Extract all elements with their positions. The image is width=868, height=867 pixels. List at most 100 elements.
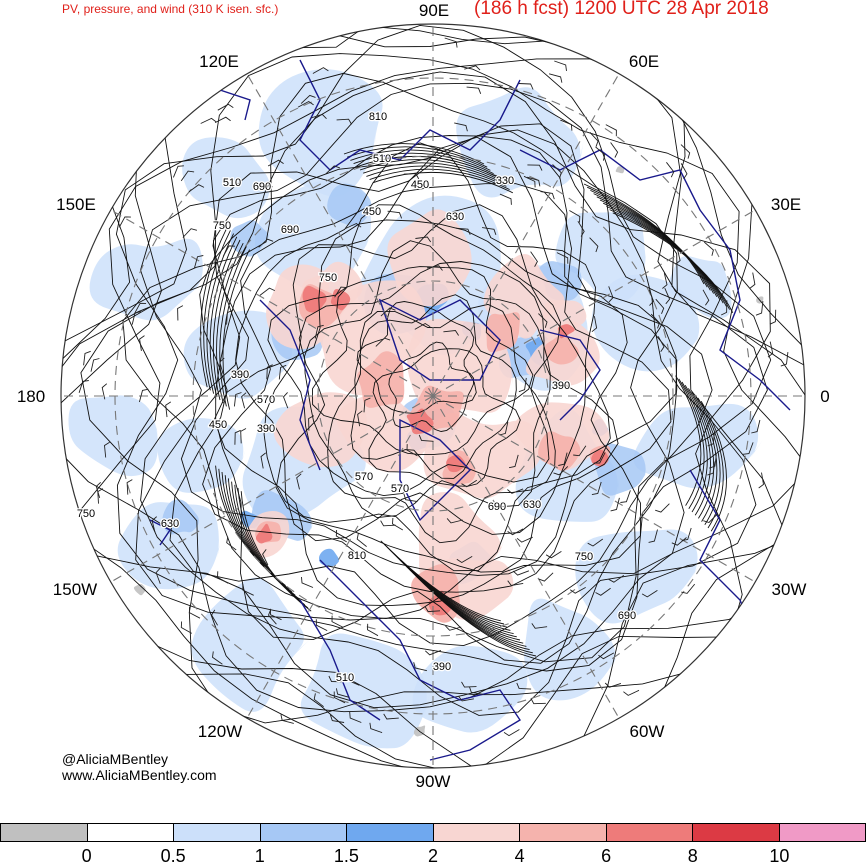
wind-barb	[664, 288, 671, 305]
pressure-contour	[327, 303, 556, 544]
coastline	[299, 59, 521, 171]
latitude-circle	[317, 280, 549, 512]
wind-barb	[509, 454, 519, 469]
wind-barb	[680, 163, 688, 180]
wind-barb	[104, 441, 110, 458]
pv-area-gray	[133, 584, 146, 596]
wind-barb	[406, 444, 418, 457]
wind-barb	[258, 238, 274, 248]
coastline	[519, 149, 791, 411]
wind-barb	[458, 695, 474, 702]
lon-label-150e: 150E	[56, 195, 96, 214]
wind-barb	[589, 131, 599, 147]
pv-area-light-blue	[412, 645, 530, 733]
pv-area-light-blue	[258, 69, 383, 197]
wind-barb	[620, 490, 631, 503]
wind-barb	[507, 528, 524, 536]
wind-barb	[300, 94, 316, 104]
contour-value-label: 450	[209, 419, 227, 431]
wind-barb	[78, 380, 89, 393]
contour-value-label: 570	[355, 471, 373, 483]
coastline	[378, 298, 501, 381]
jet-contour	[209, 236, 238, 397]
wind-barb	[468, 686, 484, 695]
colorbar-tick-label: 10	[769, 846, 790, 866]
wind-barb	[172, 165, 184, 178]
wind-barb	[331, 615, 343, 628]
pressure-contour	[115, 24, 772, 663]
contour-value-label: 750	[213, 220, 231, 232]
wind-barb	[217, 571, 229, 584]
meridian-line	[110, 209, 434, 397]
contour-value-label: 810	[369, 111, 387, 123]
wind-barb	[414, 322, 431, 330]
wind-barb	[226, 536, 237, 551]
wind-barb	[296, 473, 302, 490]
coastline	[399, 418, 471, 522]
wind-barb	[591, 316, 598, 333]
pv-area-gray	[674, 695, 686, 705]
meridian-line	[432, 73, 620, 397]
contour-value-label: 390	[257, 423, 275, 435]
wind-barb	[556, 252, 569, 264]
wind-barb	[310, 113, 327, 120]
jet-contour	[684, 384, 711, 516]
wind-barb	[313, 693, 324, 708]
colorbar-tick-label: 0.5	[160, 846, 186, 866]
wind-barb	[443, 330, 459, 336]
wind-barb	[702, 289, 710, 306]
wind-barb	[301, 576, 314, 588]
wind-barb	[233, 392, 242, 407]
pv-area-dark-blue	[318, 548, 340, 567]
wind-barb	[530, 698, 546, 705]
wind-barb	[418, 434, 434, 442]
colorbar-segment	[87, 824, 174, 841]
wind-barb	[95, 481, 102, 499]
colorbar-tick-label: 2	[427, 846, 439, 866]
pressure-contour	[169, 123, 713, 647]
wind-barb	[445, 625, 462, 631]
wind-barb	[527, 164, 543, 171]
pv-area-red	[557, 324, 576, 339]
wind-barb	[749, 272, 756, 289]
wind-barb	[464, 65, 481, 71]
wind-barb	[131, 311, 142, 325]
wind-barb	[380, 307, 396, 317]
wind-barb	[267, 609, 277, 625]
colorbar-segment	[347, 824, 434, 841]
wind-barb	[553, 466, 569, 476]
wind-barb	[593, 452, 606, 464]
wind-barb	[180, 621, 193, 634]
wind-barb	[610, 142, 619, 158]
wind-barb	[155, 567, 161, 585]
wind-barb	[605, 124, 617, 137]
wind-barb	[424, 649, 442, 656]
wind-barb	[681, 583, 696, 594]
contour-value-label: 330	[496, 175, 514, 187]
wind-barb	[548, 73, 563, 83]
wind-barb	[769, 309, 777, 325]
wind-barb	[278, 364, 287, 380]
wind-barb	[177, 305, 184, 321]
wind-barb	[83, 350, 91, 366]
pv-area-light-blue	[524, 598, 621, 701]
wind-barb	[347, 674, 360, 686]
jet-contour	[366, 165, 507, 187]
credit-website: www.AliciaMBentley.com	[62, 767, 217, 783]
wind-barb	[415, 236, 432, 243]
lon-label-30w: 30W	[771, 580, 807, 599]
wind-barb	[538, 572, 554, 582]
contour-value-label: 630	[523, 499, 541, 511]
lon-label-180: 180	[16, 387, 46, 406]
wind-barb	[328, 675, 344, 683]
colorbar-tick-label: 6	[601, 846, 612, 866]
jet-contour	[200, 226, 228, 388]
wind-barb	[507, 488, 524, 494]
colorbar-segment	[520, 824, 607, 841]
jet-contour	[343, 143, 485, 165]
jet-contour	[697, 397, 724, 529]
wind-barb	[383, 713, 399, 720]
meridian-line	[432, 395, 756, 583]
pv-area-salmon	[544, 333, 581, 365]
wind-barb	[655, 298, 665, 314]
